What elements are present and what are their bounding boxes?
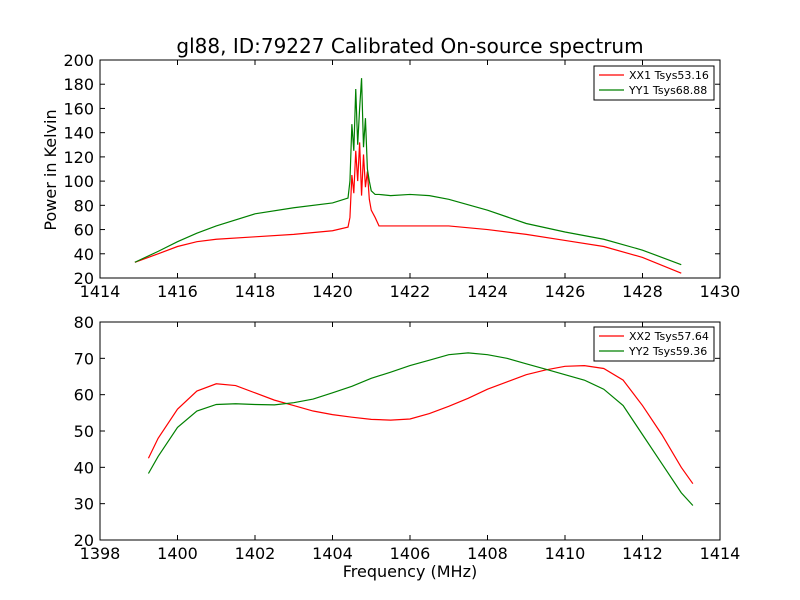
x-tick-label: 1404 xyxy=(312,544,353,563)
series-line-xx-panel1 xyxy=(134,142,682,274)
y-tick-label: 100 xyxy=(63,172,94,191)
y-tick-label: 60 xyxy=(74,221,94,240)
x-tick-label: 1398 xyxy=(80,544,121,563)
legend: XX1 Tsys53.16 YY1 Tsys68.88 xyxy=(593,65,715,101)
legend-label: XX2 Tsys57.64 xyxy=(629,330,709,343)
legend-label: YY1 Tsys68.88 xyxy=(628,84,707,97)
x-tick-label: 1426 xyxy=(545,282,586,301)
x-tick-label: 1414 xyxy=(80,282,121,301)
y-tick-label: 70 xyxy=(74,349,94,368)
x-tick-label: 1412 xyxy=(622,544,663,563)
y-tick-label: 80 xyxy=(74,196,94,215)
x-tick-label: 1410 xyxy=(545,544,586,563)
legend-label: XX1 Tsys53.16 xyxy=(629,69,709,82)
y-tick-label: 120 xyxy=(63,148,94,167)
x-tick-label: 1428 xyxy=(622,282,663,301)
y-tick-label: 20 xyxy=(74,269,94,288)
legend-label: YY2 Tsys59.36 xyxy=(628,345,707,358)
y-tick-label: 30 xyxy=(74,495,94,514)
x-tick-label: 1408 xyxy=(467,544,508,563)
legend-box xyxy=(593,65,715,101)
bottom-x-axis-label: Frequency (MHz) xyxy=(343,562,477,581)
x-tick-label: 1424 xyxy=(467,282,508,301)
top-panel: 1414 1416 1418 1420 1422 1424 1426 1428 1430 20 40… xyxy=(63,51,740,301)
series-line-yy-panel1 xyxy=(134,78,682,266)
x-tick-label: 1414 xyxy=(700,544,741,563)
series-line-yy-panel2 xyxy=(147,352,694,506)
x-tick-label: 1418 xyxy=(235,282,276,301)
x-tick-label: 1420 xyxy=(312,282,353,301)
x-tick-label: 1416 xyxy=(157,282,198,301)
chart-title: gl88, ID:79227 Calibrated On-source spec… xyxy=(176,34,643,58)
y-tick-label: 180 xyxy=(63,75,94,94)
y-tick-label: 140 xyxy=(63,124,94,143)
y-tick-label: 40 xyxy=(74,458,94,477)
y-tick-label: 200 xyxy=(63,51,94,70)
x-tick-label: 1400 xyxy=(157,544,198,563)
x-tick-label: 1422 xyxy=(390,282,431,301)
y-tick-label: 20 xyxy=(74,531,94,550)
x-tick-label: 1406 xyxy=(390,544,431,563)
y-tick-label: 50 xyxy=(74,422,94,441)
x-tick-label: 1430 xyxy=(700,282,741,301)
bottom-panel: 1398 1400 1402 1404 1406 1408 1410 1412 1414 20 30… xyxy=(74,313,741,563)
series-line-xx-panel2 xyxy=(147,364,694,485)
y-tick-label: 40 xyxy=(74,245,94,264)
x-tick-label: 1402 xyxy=(235,544,276,563)
y-tick-label: 60 xyxy=(74,386,94,405)
legend-box xyxy=(593,326,715,362)
y-tick-label: 160 xyxy=(63,99,94,118)
top-y-axis-label: Power in Kelvin xyxy=(41,109,60,230)
y-tick-label: 80 xyxy=(74,313,94,332)
legend: XX2 Tsys57.64 YY2 Tsys59.36 xyxy=(593,326,715,362)
